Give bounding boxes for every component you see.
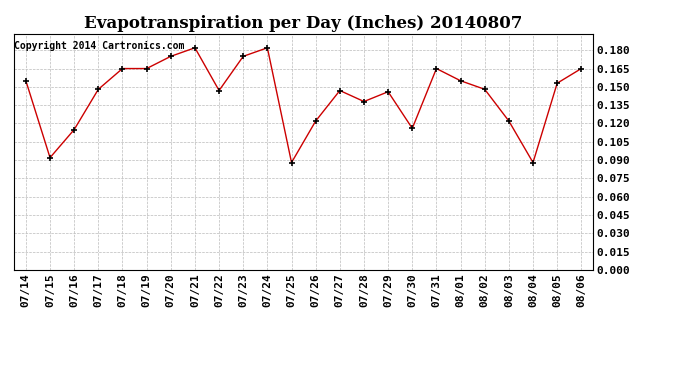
Text: Copyright 2014 Cartronics.com: Copyright 2014 Cartronics.com <box>14 41 185 51</box>
Title: Evapotranspiration per Day (Inches) 20140807: Evapotranspiration per Day (Inches) 2014… <box>84 15 523 32</box>
